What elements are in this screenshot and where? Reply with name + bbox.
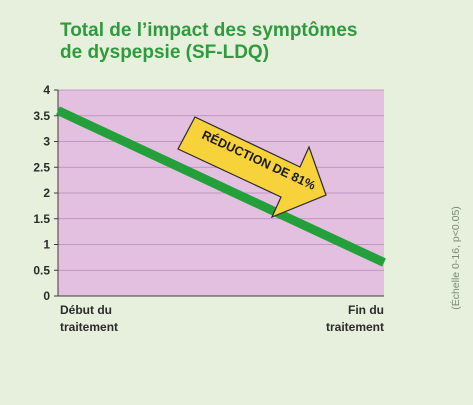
series-group — [56, 106, 386, 267]
chart-title-line-1: Total de l’impact des symptômes — [60, 20, 358, 41]
x-axis-labels: Début du traitement Fin du traitement — [60, 303, 384, 334]
x-tick-label: traitement — [326, 320, 384, 334]
series-line — [56, 106, 386, 267]
y-tick-label: 2 — [43, 186, 50, 200]
chart-title: Total de l’impact des symptômes de dyspe… — [60, 20, 420, 64]
reduction-arrow-shape — [177, 116, 327, 219]
y-tick-label: 4 — [43, 83, 50, 97]
chart-title-line-2: de dyspepsie (SF-LDQ) — [60, 42, 270, 63]
y-tick-label: 1 — [43, 238, 50, 252]
x-tick-label: Début du — [60, 303, 112, 317]
y-tick-label: 1.5 — [33, 212, 50, 226]
y-tick-label: 3 — [43, 135, 50, 149]
y-tick-label: 2.5 — [33, 160, 50, 174]
scale-note: (Échelle 0-16, p<0.05) — [450, 206, 462, 310]
y-tick-label: 3.5 — [33, 109, 50, 123]
x-tick-label: Fin du — [348, 303, 384, 317]
grid-lines — [58, 89, 384, 271]
y-tick-label: 0 — [43, 289, 50, 303]
x-tick-label: traitement — [60, 320, 118, 334]
y-axis-ticks: 0 0.5 1 1.5 2 2.5 3 3.5 4 — [33, 83, 58, 303]
y-tick-label: 0.5 — [33, 263, 50, 277]
